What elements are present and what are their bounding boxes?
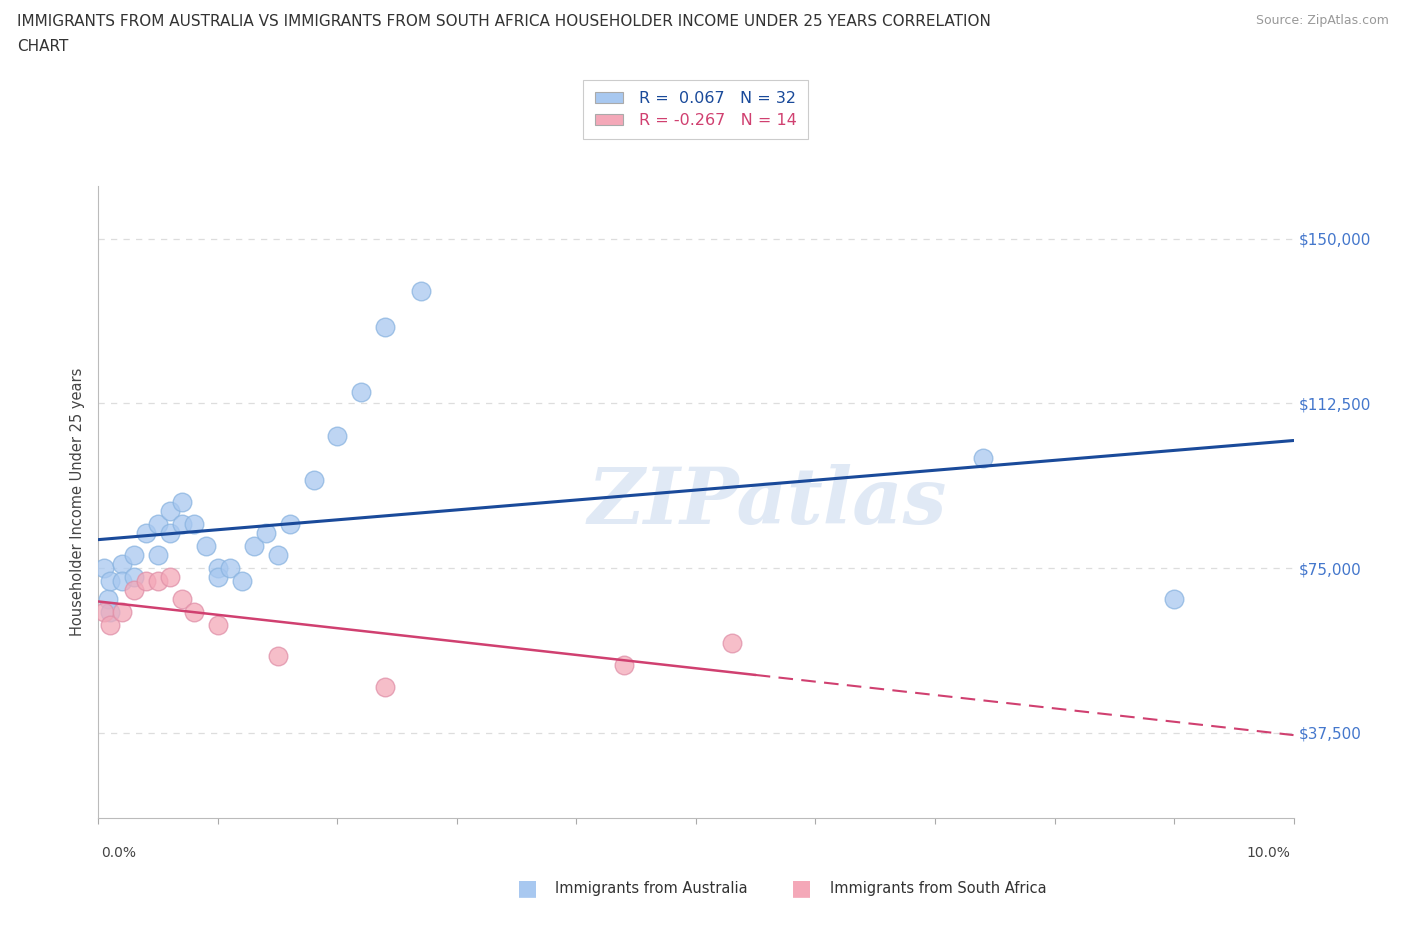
Point: [148, 517, 170, 532]
Point: [1163, 591, 1185, 606]
Point: [111, 604, 134, 619]
Point: [124, 582, 146, 597]
Point: [183, 517, 205, 532]
Point: [411, 284, 433, 299]
Text: ■: ■: [792, 878, 811, 898]
Point: [326, 429, 349, 444]
Text: ZIPatlas: ZIPatlas: [588, 464, 948, 540]
Point: [172, 517, 194, 532]
Point: [374, 319, 396, 334]
Text: Source: ZipAtlas.com: Source: ZipAtlas.com: [1256, 14, 1389, 27]
Point: [721, 635, 744, 650]
Point: [194, 538, 218, 553]
Text: Immigrants from Australia: Immigrants from Australia: [555, 881, 748, 896]
Point: [207, 618, 229, 632]
Point: [98, 604, 122, 619]
Point: [972, 451, 994, 466]
Point: [207, 561, 229, 576]
Point: [97, 591, 120, 606]
Point: [159, 503, 181, 518]
Point: [148, 548, 170, 563]
Point: [243, 538, 266, 553]
Point: [207, 569, 229, 584]
Point: [111, 574, 134, 589]
Legend: R =  0.067   N = 32, R = -0.267   N = 14: R = 0.067 N = 32, R = -0.267 N = 14: [583, 80, 808, 139]
Point: [98, 574, 122, 589]
Text: IMMIGRANTS FROM AUSTRALIA VS IMMIGRANTS FROM SOUTH AFRICA HOUSEHOLDER INCOME UND: IMMIGRANTS FROM AUSTRALIA VS IMMIGRANTS …: [17, 14, 991, 29]
Point: [98, 618, 122, 632]
Point: [267, 548, 290, 563]
Point: [159, 525, 181, 540]
Point: [148, 574, 170, 589]
Point: [172, 495, 194, 510]
Point: [374, 679, 396, 694]
Point: [350, 385, 373, 400]
Point: [124, 548, 146, 563]
Text: 10.0%: 10.0%: [1247, 846, 1291, 860]
Text: 0.0%: 0.0%: [101, 846, 136, 860]
Point: [267, 648, 290, 663]
Point: [302, 472, 325, 487]
Point: [254, 525, 277, 540]
Point: [93, 604, 115, 619]
Point: [172, 591, 194, 606]
Point: [613, 658, 636, 672]
Point: [278, 517, 301, 532]
Y-axis label: Householder Income Under 25 years: Householder Income Under 25 years: [69, 368, 84, 636]
Point: [135, 525, 157, 540]
Point: [124, 569, 146, 584]
Point: [231, 574, 253, 589]
Point: [111, 556, 134, 571]
Text: ■: ■: [517, 878, 537, 898]
Text: CHART: CHART: [17, 39, 69, 54]
Point: [93, 561, 115, 576]
Text: Immigrants from South Africa: Immigrants from South Africa: [830, 881, 1046, 896]
Point: [219, 561, 242, 576]
Point: [159, 569, 181, 584]
Point: [135, 574, 157, 589]
Point: [183, 604, 205, 619]
